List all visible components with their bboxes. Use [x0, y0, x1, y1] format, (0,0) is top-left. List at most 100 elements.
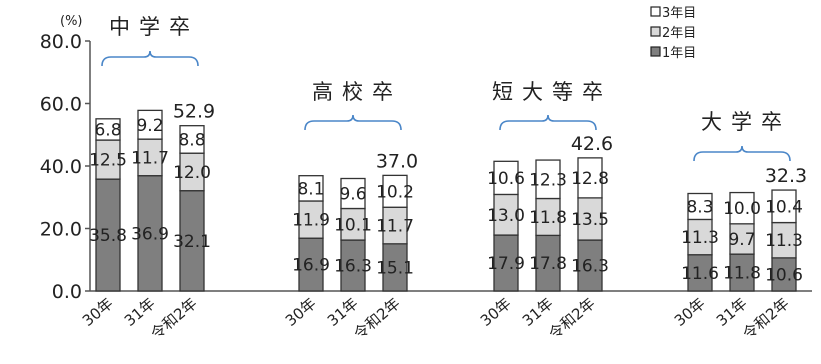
bar-segment-year2	[298, 200, 324, 239]
y-tick-label: 60.0	[40, 94, 82, 116]
data-label-year2: 13.0	[487, 206, 525, 226]
bar-segment-year1	[535, 234, 561, 292]
y-unit-label: (%)	[60, 14, 83, 29]
bar-segment-year2	[179, 152, 205, 192]
data-label-year2: 11.7	[376, 217, 414, 237]
legend-swatch	[650, 26, 661, 37]
data-label-year1: 35.8	[89, 226, 127, 246]
data-label-year2: 11.9	[292, 211, 330, 231]
bar-segment-year2	[535, 197, 561, 237]
bar-segment-year2	[95, 139, 121, 180]
data-label-year3: 9.6	[339, 185, 366, 205]
bar-segment-year2	[729, 223, 755, 255]
bar-segment-year1	[137, 175, 163, 292]
x-tick-label: 30年	[79, 294, 117, 330]
data-label-year1: 32.1	[173, 232, 211, 252]
total-label: 42.6	[571, 133, 613, 155]
data-label-year1: 16.3	[334, 257, 372, 277]
x-tick-label: 令和2年	[739, 294, 792, 343]
legend-swatch	[650, 6, 661, 17]
data-label-year1: 11.8	[723, 264, 761, 284]
group-bracket	[101, 50, 199, 67]
bar-segment-year3	[298, 175, 324, 202]
data-label-year1: 17.8	[529, 254, 567, 274]
data-label-year3: 10.2	[376, 182, 414, 202]
data-label-year3: 12.8	[571, 169, 609, 189]
bar-segment-year1	[577, 239, 603, 292]
group-bracket	[304, 114, 402, 131]
bar-segment-year3	[729, 191, 755, 225]
bar-segment-year2	[577, 197, 603, 241]
legend-entry: 1年目	[662, 46, 696, 61]
bar-segment-year3	[771, 189, 797, 224]
data-label-year3: 8.8	[178, 130, 205, 150]
y-tick-label: 80.0	[40, 31, 82, 53]
total-label: 32.3	[765, 165, 807, 187]
group-title: 中学卒	[109, 15, 199, 39]
group-title: 大学卒	[701, 110, 791, 134]
x-tick-label: 令和2年	[350, 294, 403, 343]
data-label-year2: 10.1	[334, 215, 372, 235]
bar-segment-year3	[535, 159, 561, 200]
x-tick-label: 30年	[477, 294, 515, 330]
x-tick-label: 令和2年	[545, 294, 598, 343]
legend: 3年目 2年目 1年目	[650, 6, 696, 61]
data-label-year2: 11.7	[131, 148, 169, 168]
data-label-year1: 17.9	[487, 254, 525, 274]
bar-segment-year3	[137, 109, 163, 140]
x-tick-label: 30年	[282, 294, 320, 330]
legend-swatch	[650, 46, 661, 57]
data-label-year1: 15.1	[376, 258, 414, 278]
bar-segment-year3	[382, 174, 408, 208]
bar-segment-year3	[687, 192, 713, 221]
y-tick-label: 20.0	[40, 219, 82, 241]
bar-segment-year2	[137, 138, 163, 177]
bar-segment-year1	[179, 190, 205, 292]
bar-segment-year3	[340, 177, 366, 210]
group-bracket	[499, 114, 597, 131]
data-label-year2: 13.5	[571, 210, 609, 230]
data-label-year1: 10.6	[765, 265, 803, 285]
data-label-year3: 10.4	[765, 197, 803, 217]
data-label-year2: 11.3	[765, 231, 803, 251]
data-label-year3: 9.2	[136, 116, 163, 136]
bar-segment-year2	[382, 206, 408, 245]
y-tick-label: 40.0	[40, 156, 82, 178]
data-label-year3: 6.8	[94, 120, 121, 140]
data-label-year1: 16.3	[571, 257, 609, 277]
data-label-year3: 10.0	[723, 199, 761, 219]
data-label-year1: 11.6	[681, 264, 719, 284]
data-label-year2: 9.7	[728, 230, 755, 250]
data-label-year2: 11.3	[681, 228, 719, 248]
axis-layer: 0.0 20.0 40.0 60.0 80.0 (%)	[40, 14, 812, 303]
total-label: 52.9	[173, 101, 215, 123]
bar-segment-year2	[493, 193, 519, 236]
bar-segment-year2	[771, 221, 797, 259]
data-label-year2: 11.8	[529, 208, 567, 228]
bar-segment-year3	[95, 118, 121, 141]
bar-layer	[95, 109, 797, 292]
total-label: 37.0	[376, 150, 418, 172]
bar-segment-year3	[577, 157, 603, 199]
data-label-year3: 8.1	[297, 179, 324, 199]
group-title: 短大等卒	[492, 80, 612, 104]
bar-segment-year1	[771, 257, 797, 292]
data-label-year2: 12.5	[89, 151, 127, 171]
bar-segment-year3	[179, 125, 205, 154]
x-tick-label: 令和2年	[147, 294, 200, 343]
data-label-year3: 12.3	[529, 170, 567, 190]
group-title: 高校卒	[312, 80, 402, 104]
data-label-year3: 10.6	[487, 169, 525, 189]
data-label-year2: 12.0	[173, 163, 211, 183]
bar-segment-year2	[687, 218, 713, 256]
x-tick-label: 30年	[671, 294, 709, 330]
legend-entry: 2年目	[662, 26, 696, 41]
group-bracket	[693, 145, 791, 162]
data-label-year1: 36.9	[131, 224, 169, 244]
legend-entry: 3年目	[662, 6, 696, 21]
data-label-year3: 8.3	[686, 197, 713, 217]
bar-segment-year3	[493, 160, 519, 196]
data-label-year1: 16.9	[292, 256, 330, 276]
